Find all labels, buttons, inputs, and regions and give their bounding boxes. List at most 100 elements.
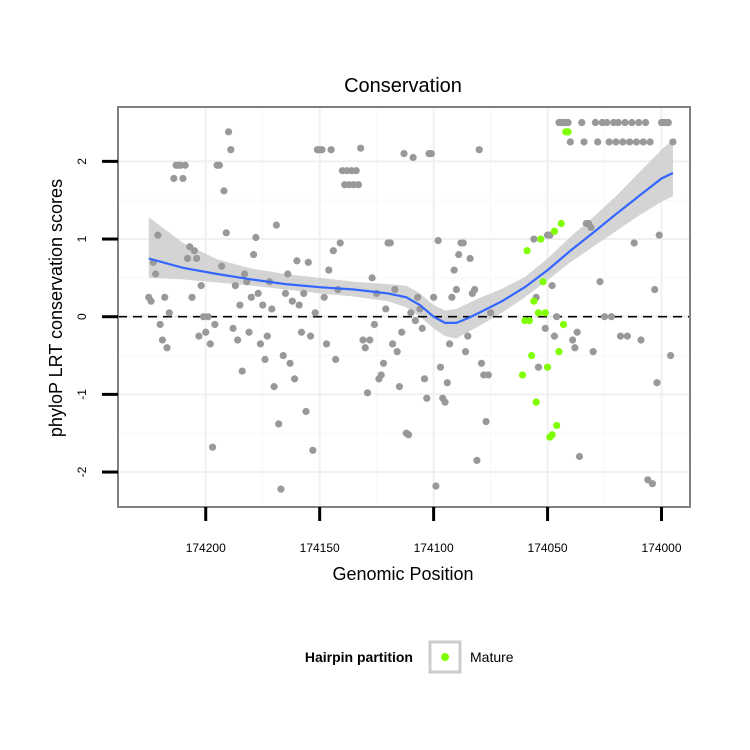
data-point <box>263 332 271 340</box>
data-point <box>639 138 647 146</box>
data-point <box>245 328 253 336</box>
data-point <box>653 379 661 387</box>
data-point <box>393 348 401 356</box>
data-point <box>550 332 559 340</box>
data-point <box>286 359 294 367</box>
data-point <box>165 309 173 317</box>
data-point <box>357 144 365 152</box>
x-tick-label: 174100 <box>414 541 454 555</box>
data-point <box>427 150 435 158</box>
data-point <box>332 355 340 364</box>
mature-data-point <box>555 348 563 356</box>
mature-data-point <box>548 431 556 439</box>
data-point <box>170 174 178 183</box>
data-point <box>475 146 483 154</box>
data-point <box>607 313 615 321</box>
data-point <box>436 363 445 371</box>
data-point <box>291 375 299 383</box>
data-point <box>302 407 310 416</box>
data-point <box>482 417 490 426</box>
data-point <box>398 328 406 336</box>
data-point <box>304 258 312 266</box>
data-point <box>411 316 419 325</box>
data-point <box>589 348 597 356</box>
data-point <box>156 320 164 329</box>
chart-title: Conservation <box>344 75 462 97</box>
data-point <box>329 247 337 255</box>
data-point <box>249 250 258 259</box>
data-point <box>423 394 431 402</box>
data-point <box>409 153 417 162</box>
data-point <box>211 320 219 329</box>
data-point <box>641 118 650 127</box>
data-point <box>297 328 306 336</box>
data-point <box>309 446 317 454</box>
data-point <box>635 118 643 127</box>
data-point <box>366 336 374 344</box>
data-point <box>432 482 440 490</box>
data-point <box>295 301 303 309</box>
data-point <box>270 383 278 391</box>
data-point <box>530 235 538 243</box>
data-point <box>573 328 581 336</box>
data-point <box>461 348 470 356</box>
x-tick-label: 174150 <box>300 541 340 555</box>
data-point <box>484 371 492 379</box>
data-point <box>459 239 467 247</box>
data-point <box>612 138 620 146</box>
data-point <box>179 174 187 183</box>
data-point <box>407 309 415 317</box>
data-point <box>208 443 217 451</box>
x-axis-title: Genomic Position <box>332 564 473 584</box>
data-point <box>163 344 171 352</box>
data-point <box>664 118 672 127</box>
data-point <box>293 257 301 265</box>
data-point <box>418 324 426 332</box>
data-point <box>655 231 663 239</box>
data-point <box>646 138 654 146</box>
data-point <box>261 355 269 364</box>
data-point <box>466 254 474 263</box>
mature-data-point <box>557 219 565 228</box>
data-point <box>605 138 613 146</box>
data-point <box>193 254 201 263</box>
data-point <box>361 344 369 352</box>
data-point <box>441 398 449 406</box>
data-point <box>195 332 203 340</box>
legend: Hairpin partition Mature <box>305 640 514 674</box>
data-point <box>224 128 233 136</box>
data-point <box>254 289 262 298</box>
mature-data-point <box>523 247 531 255</box>
x-tick-label: 174000 <box>641 541 681 555</box>
data-point <box>669 138 677 146</box>
data-point <box>553 313 561 321</box>
y-tick-label: -1 <box>75 389 89 400</box>
x-axis: 174200 174150 174100 174050 174000 <box>186 507 682 555</box>
data-point <box>256 340 265 348</box>
y-axis-title: phyloP LRT conservation scores <box>46 179 66 437</box>
data-point <box>389 340 397 348</box>
data-point <box>259 301 267 309</box>
data-point <box>325 266 333 274</box>
data-point <box>587 223 595 231</box>
legend-title: Hairpin partition <box>305 649 413 665</box>
data-point <box>272 221 280 229</box>
background-points-layer <box>145 118 677 493</box>
legend-mature-swatch <box>441 653 449 661</box>
data-point <box>420 375 429 383</box>
data-point <box>320 293 328 301</box>
data-point <box>252 233 260 242</box>
data-point <box>238 367 246 375</box>
data-point <box>311 309 319 317</box>
data-point <box>578 118 586 127</box>
x-tick-label: 174050 <box>528 541 568 555</box>
data-point <box>534 363 543 371</box>
data-point <box>322 340 331 348</box>
data-point <box>318 146 326 154</box>
mature-data-point <box>534 309 543 317</box>
y-tick-label: 1 <box>75 235 89 242</box>
data-point <box>594 138 602 146</box>
data-point <box>395 383 404 391</box>
x-tick-label: 174200 <box>186 541 226 555</box>
data-point <box>231 282 239 290</box>
